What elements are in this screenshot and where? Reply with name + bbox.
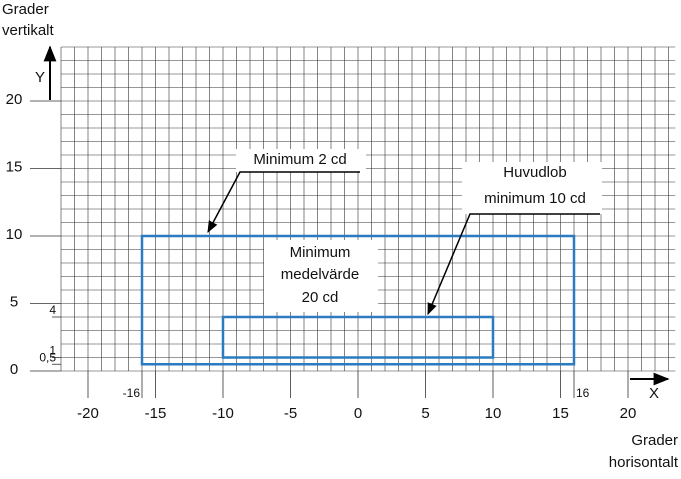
- x-tick-label: -10: [212, 405, 234, 422]
- x-tick-label: -20: [77, 405, 99, 422]
- x-tick-label: 20: [620, 405, 637, 422]
- grid: [30, 46, 676, 398]
- zone: [140, 234, 576, 366]
- annotation-box: [236, 149, 366, 172]
- y-tick-label: 10: [6, 226, 23, 243]
- x-tick-label: -16: [123, 386, 141, 400]
- annotation: minimum 10 cd: [484, 190, 586, 207]
- annotation-box: [264, 240, 378, 312]
- x-axis-title: Grader: [631, 432, 678, 449]
- x-tick-label: 10: [485, 405, 502, 422]
- x-tick-label: 15: [552, 405, 569, 422]
- annotation: 20 cd: [302, 289, 339, 306]
- zones: [140, 234, 576, 366]
- leader-line: [207, 171, 360, 234]
- x-tick-label: -5: [284, 405, 297, 422]
- x-axis-letter: X: [649, 385, 659, 402]
- y-axis-letter: Y: [35, 69, 45, 86]
- annotation: Huvudlob: [503, 164, 566, 181]
- y-tick-label: 1: [49, 344, 56, 358]
- annotation-box: [462, 162, 602, 214]
- leader-line: [427, 213, 600, 316]
- zone: [221, 315, 495, 359]
- annotation: Minimum 2 cd: [253, 151, 346, 168]
- x-tick-label: 0: [354, 405, 362, 422]
- y-axis-title: vertikalt: [2, 22, 55, 39]
- x-tick-label: 5: [421, 405, 429, 422]
- y-tick-label: 15: [6, 158, 23, 175]
- annotation: medelvärde: [281, 266, 359, 283]
- y-tick-label: 20: [6, 91, 23, 108]
- annotation: Minimum: [290, 244, 351, 261]
- x-tick-label: -15: [145, 405, 167, 422]
- y-tick-label: 0: [10, 361, 18, 378]
- x-axis-title: horisontalt: [609, 454, 679, 471]
- y-tick-label: 4: [49, 303, 56, 317]
- y-tick-label: 5: [10, 293, 18, 310]
- x-tick-label: 16: [576, 386, 590, 400]
- y-axis-title: Grader: [2, 1, 49, 18]
- y-tick-label: 0,5: [39, 350, 56, 364]
